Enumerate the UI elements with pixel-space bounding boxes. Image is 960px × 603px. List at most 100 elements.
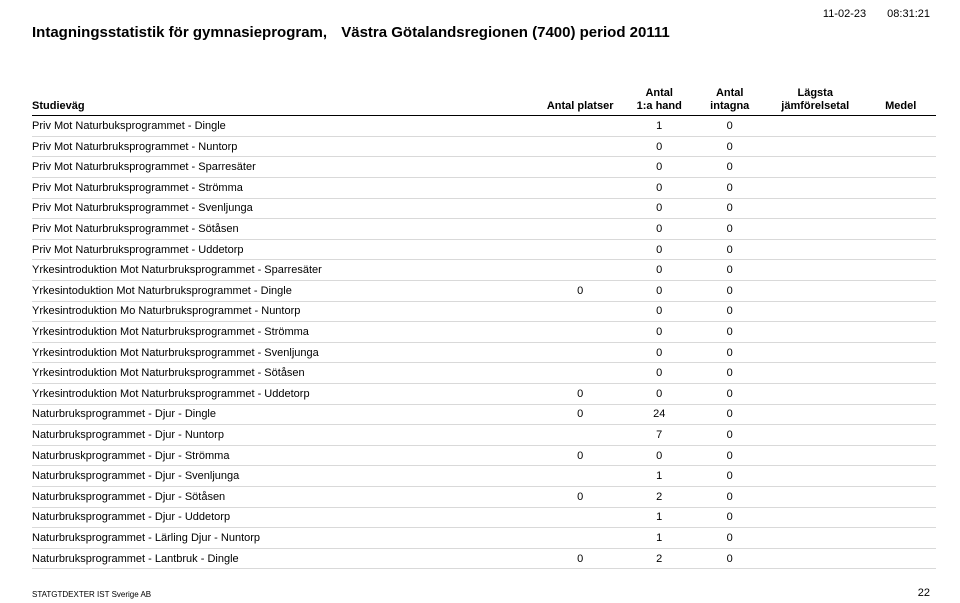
cell-platser: [536, 342, 624, 363]
cell-platser: [536, 239, 624, 260]
cell-medel: [865, 178, 936, 199]
cell-platser: 0: [536, 486, 624, 507]
cell-hand: 0: [624, 157, 695, 178]
cell-medel: [865, 404, 936, 425]
cell-hand: 7: [624, 425, 695, 446]
table-row: Priv Mot Naturbruksprogrammet - Uddetorp…: [32, 239, 936, 260]
page-title: Intagningsstatistik för gymnasieprogram,…: [32, 24, 936, 41]
col-hand: Antal 1:a hand: [624, 85, 695, 116]
cell-jamf: [765, 486, 865, 507]
cell-jamf: [765, 239, 865, 260]
cell-jamf: [765, 425, 865, 446]
table-row: Yrkesintroduktion Mot Naturbruksprogramm…: [32, 384, 936, 405]
cell-intagna: 0: [694, 239, 765, 260]
cell-platser: 0: [536, 281, 624, 302]
report-timestamp: 11-02-23 08:31:21: [823, 8, 930, 20]
table-row: Priv Mot Naturbruksprogrammet - Strömma 0…: [32, 178, 936, 199]
table-row: Naturbruksprogrammet - Djur - Svenljunga…: [32, 466, 936, 487]
cell-platser: [536, 198, 624, 219]
cell-studievag: Naturbruksprogrammet - Djur - Sötåsen: [32, 486, 536, 507]
col-platser: Antal platser: [536, 85, 624, 116]
cell-jamf: [765, 157, 865, 178]
cell-jamf: [765, 384, 865, 405]
cell-jamf: [765, 342, 865, 363]
cell-intagna: 0: [694, 404, 765, 425]
cell-jamf: [765, 198, 865, 219]
cell-hand: 0: [624, 445, 695, 466]
report-date: 11-02-23: [823, 8, 866, 20]
cell-medel: [865, 528, 936, 549]
cell-jamf: [765, 260, 865, 281]
cell-intagna: 0: [694, 198, 765, 219]
cell-hand: 0: [624, 281, 695, 302]
cell-studievag: Yrkesintroduktion Mot Naturbruksprogramm…: [32, 260, 536, 281]
cell-jamf: [765, 301, 865, 322]
table-row: Priv Mot Naturbruksprogrammet - Sötåsen0…: [32, 219, 936, 240]
col-jamf: Lägsta jämförelsetal: [765, 85, 865, 116]
cell-hand: 0: [624, 178, 695, 199]
cell-hand: 0: [624, 301, 695, 322]
cell-jamf: [765, 445, 865, 466]
cell-jamf: [765, 363, 865, 384]
cell-studievag: Yrkesintroduktion Mot Naturbruksprogramm…: [32, 342, 536, 363]
title-part2: Västra Götalandsregionen (7400) period 2…: [341, 24, 669, 41]
table-row: Naturbruksprogrammet - Djur - Uddetorp10: [32, 507, 936, 528]
table-row: Yrkesintroduktion Mot Naturbruksprogramm…: [32, 322, 936, 343]
table-row: Yrkesintroduktion Mot Naturbruksprogramm…: [32, 260, 936, 281]
cell-studievag: Naturbruksprogrammet - Djur - Dingle: [32, 404, 536, 425]
col-studievag: Studieväg: [32, 85, 536, 116]
cell-medel: [865, 384, 936, 405]
cell-hand: 1: [624, 466, 695, 487]
cell-platser: [536, 425, 624, 446]
cell-jamf: [765, 528, 865, 549]
table-row: Naturbruksprogrammet - Djur - Sötåsen020: [32, 486, 936, 507]
cell-intagna: 0: [694, 507, 765, 528]
cell-intagna: 0: [694, 157, 765, 178]
cell-studievag: Yrkesintroduktion Mo Naturbruksprogramme…: [32, 301, 536, 322]
table-row: Priv Mot Naturbruksprogrammet - Sparresä…: [32, 157, 936, 178]
cell-intagna: 0: [694, 363, 765, 384]
cell-hand: 0: [624, 198, 695, 219]
cell-studievag: Naturbruksprogrammet - Djur - Nuntorp: [32, 425, 536, 446]
cell-hand: 0: [624, 363, 695, 384]
cell-studievag: Priv Mot Naturbruksprogrammet - Svenljun…: [32, 198, 536, 219]
cell-studievag: Priv Mot Naturbuksprogrammet - Dingle: [32, 116, 536, 137]
cell-intagna: 0: [694, 178, 765, 199]
cell-hand: 1: [624, 116, 695, 137]
cell-medel: [865, 548, 936, 569]
cell-hand: 0: [624, 384, 695, 405]
cell-intagna: 0: [694, 466, 765, 487]
cell-studievag: Naturbruksprogrammet - Djur - Uddetorp: [32, 507, 536, 528]
col-medel: Medel: [865, 85, 936, 116]
cell-studievag: Priv Mot Naturbruksprogrammet - Sparresä…: [32, 157, 536, 178]
table-row: Naturbruskprogrammet - Djur - Strömma000: [32, 445, 936, 466]
cell-studievag: Yrkesintoduktion Mot Naturbruksprogramme…: [32, 281, 536, 302]
cell-studievag: Priv Mot Naturbruksprogrammet - Strömma: [32, 178, 536, 199]
table-row: Priv Mot Naturbruksprogrammet - Nuntorp0…: [32, 136, 936, 157]
cell-platser: [536, 157, 624, 178]
cell-medel: [865, 239, 936, 260]
cell-intagna: 0: [694, 260, 765, 281]
table-row: Priv Mot Naturbruksprogrammet - Svenljun…: [32, 198, 936, 219]
cell-jamf: [765, 322, 865, 343]
cell-platser: 0: [536, 445, 624, 466]
cell-studievag: Naturbruksprogrammet - Lärling Djur - Nu…: [32, 528, 536, 549]
cell-studievag: Yrkesintroduktion Mot Naturbruksprogramm…: [32, 363, 536, 384]
cell-hand: 0: [624, 260, 695, 281]
cell-intagna: 0: [694, 425, 765, 446]
cell-studievag: Naturbruksprogrammet - Lantbruk - Dingle: [32, 548, 536, 569]
cell-jamf: [765, 466, 865, 487]
cell-studievag: Priv Mot Naturbruksprogrammet - Uddetorp: [32, 239, 536, 260]
cell-jamf: [765, 116, 865, 137]
table-row: Yrkesintroduktion Mot Naturbruksprogramm…: [32, 342, 936, 363]
cell-medel: [865, 425, 936, 446]
table-row: Naturbruksprogrammet - Djur - Nuntorp 70: [32, 425, 936, 446]
cell-hand: 1: [624, 528, 695, 549]
cell-platser: [536, 363, 624, 384]
cell-platser: [536, 528, 624, 549]
cell-studievag: Naturbruksprogrammet - Djur - Svenljunga: [32, 466, 536, 487]
cell-medel: [865, 363, 936, 384]
cell-hand: 0: [624, 322, 695, 343]
cell-platser: [536, 301, 624, 322]
cell-platser: [536, 136, 624, 157]
